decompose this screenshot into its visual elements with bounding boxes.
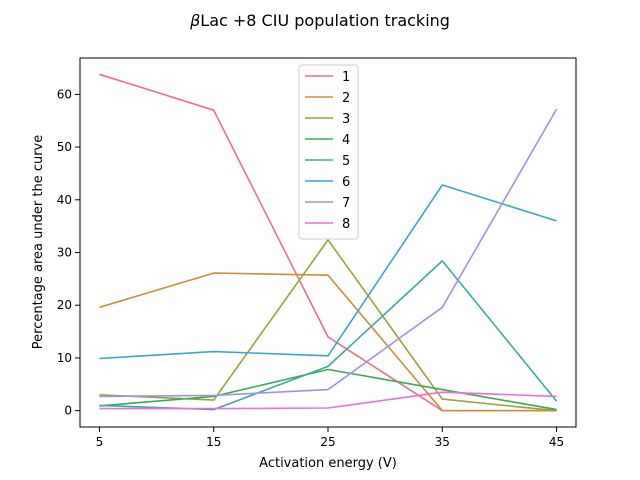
- legend-label-7: 7: [342, 196, 350, 211]
- y-axis-label: Percentage area under the curve: [31, 135, 46, 349]
- x-axis-ticks: 5 15 25 35 45: [96, 427, 564, 449]
- x-tick-label: 25: [320, 435, 335, 449]
- series-line-8: [99, 391, 557, 410]
- series-line-2: [99, 272, 557, 412]
- series-line-7: [99, 108, 558, 398]
- series-line-6: [99, 184, 557, 360]
- legend-label-2: 2: [342, 91, 350, 106]
- y-tick-label: 40: [57, 193, 72, 207]
- legend-label-4: 4: [342, 133, 350, 148]
- legend-label-8: 8: [342, 217, 350, 232]
- x-axis-label: Activation energy (V): [259, 456, 397, 471]
- x-tick-label: 45: [549, 435, 564, 449]
- x-tick-label: 5: [96, 435, 104, 449]
- y-tick-label: 20: [57, 298, 72, 312]
- series-lines: [99, 73, 558, 412]
- legend-label-3: 3: [342, 112, 350, 127]
- y-tick-label: 50: [57, 140, 72, 154]
- legend-label-1: 1: [342, 70, 350, 85]
- x-tick-label: 35: [435, 435, 450, 449]
- y-tick-label: 0: [64, 404, 72, 418]
- y-tick-label: 30: [57, 246, 72, 260]
- legend-box: [298, 64, 359, 240]
- legend-label-5: 5: [342, 154, 350, 169]
- y-axis-ticks: 0 10 20 30 40 50 60: [57, 87, 80, 418]
- chart-title: βLac +8 CIU population tracking: [189, 11, 450, 30]
- y-tick-label: 60: [57, 87, 72, 101]
- series-line-4: [99, 368, 557, 411]
- x-tick-label: 15: [206, 435, 221, 449]
- legend: 1 2 3 4 5 6 7 8: [298, 64, 359, 240]
- legend-label-6: 6: [342, 175, 350, 190]
- y-tick-label: 10: [57, 351, 72, 365]
- series-line-3: [99, 239, 557, 412]
